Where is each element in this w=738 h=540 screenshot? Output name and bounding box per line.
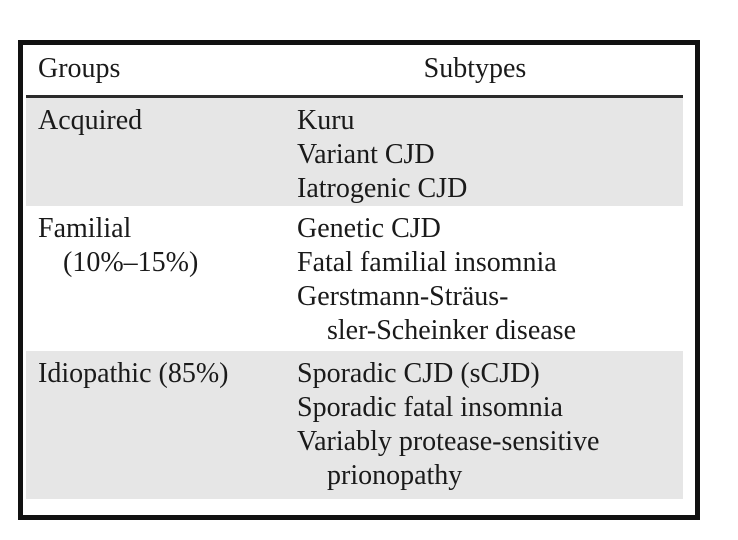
prion-disease-classification-table: Groups Subtypes Acquired Kuru Variant CJ… (18, 40, 700, 520)
subtype-item: Kuru (297, 105, 355, 136)
group-label: Idiopathic (85%) (38, 358, 229, 389)
group-cell: Familial (10%–15%) (26, 212, 297, 351)
header-divider (26, 95, 683, 98)
subtype-item: Iatrogenic CJD (297, 173, 468, 204)
table-header-row: Groups Subtypes (26, 45, 683, 95)
subtype-item: Variably protease-sensitive (297, 426, 600, 457)
table-row-idiopathic: Idiopathic (85%) Sporadic CJD (sCJD) Spo… (26, 351, 683, 499)
subtypes-cell: Kuru Variant CJD Iatrogenic CJD (297, 104, 683, 206)
subtype-item: Gerstmann-Sträus- (297, 281, 509, 312)
column-header-groups: Groups (38, 53, 121, 84)
subtype-item: Fatal familial insomnia (297, 247, 557, 278)
table-content: Groups Subtypes Acquired Kuru Variant CJ… (26, 45, 683, 499)
subtypes-cell: Genetic CJD Fatal familial insomnia Gers… (297, 212, 683, 351)
group-label-continuation: (10%–15%) (63, 247, 199, 278)
table-row-acquired: Acquired Kuru Variant CJD Iatrogenic CJD (26, 98, 683, 206)
table-row-familial: Familial (10%–15%) Genetic CJD Fatal fam… (26, 206, 683, 351)
group-cell: Acquired (26, 104, 297, 206)
column-header-subtypes: Subtypes (423, 53, 527, 84)
subtype-item: Sporadic fatal insomnia (297, 392, 563, 423)
subtype-item: Sporadic CJD (sCJD) (297, 358, 540, 389)
group-cell: Idiopathic (85%) (26, 357, 297, 499)
group-label: Familial (38, 213, 132, 244)
subtype-item-continuation: prionopathy (327, 460, 463, 491)
subtype-item: Variant CJD (297, 139, 435, 170)
subtype-item-continuation: sler-Scheinker disease (327, 315, 577, 346)
group-label: Acquired (38, 105, 143, 136)
subtypes-cell: Sporadic CJD (sCJD) Sporadic fatal insom… (297, 357, 683, 499)
subtype-item: Genetic CJD (297, 213, 441, 244)
